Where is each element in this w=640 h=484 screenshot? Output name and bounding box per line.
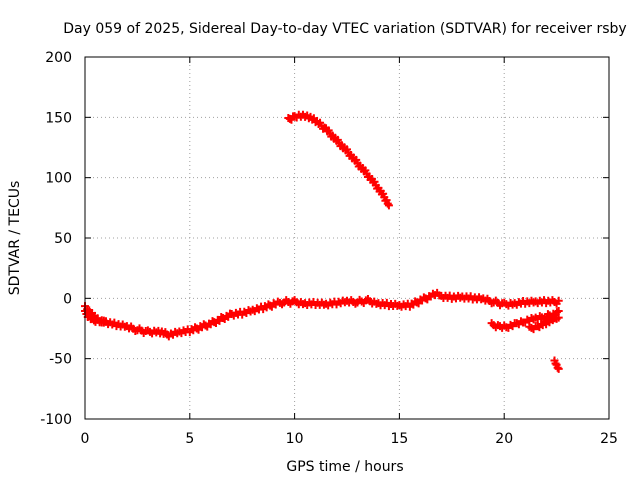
- series-arc-end: [550, 356, 563, 373]
- data-point: [101, 317, 110, 326]
- y-tick-label: -100: [40, 412, 72, 428]
- x-tick-label: 25: [600, 431, 618, 447]
- y-tick-label: -50: [49, 352, 72, 368]
- grid: [85, 57, 609, 419]
- data-point: [384, 201, 393, 210]
- data-point: [554, 296, 563, 305]
- data-point: [551, 359, 560, 368]
- axis-ticks: 0 5 10 15 20 25 -100 -50 0 50 100 150 200: [40, 50, 618, 447]
- data-point: [553, 363, 562, 372]
- chart-title: Day 059 of 2025, Sidereal Day-to-day VTE…: [63, 21, 626, 37]
- x-tick-label: 5: [185, 431, 194, 447]
- data-point: [554, 313, 563, 322]
- series-arc-high: [284, 110, 393, 210]
- plot-frame: [84, 56, 610, 420]
- series-arc-late-2: [525, 313, 563, 334]
- y-axis-label: SDTVAR / TECUs: [7, 181, 23, 296]
- data-point: [554, 364, 563, 373]
- y-tick-label: 100: [45, 171, 72, 187]
- data-points: [81, 110, 563, 373]
- x-tick-label: 10: [286, 431, 304, 447]
- x-axis-label: GPS time / hours: [286, 459, 403, 475]
- series-arc-main: [81, 288, 563, 341]
- y-tick-label: 0: [63, 291, 72, 307]
- x-tick-label: 0: [81, 431, 90, 447]
- y-tick-label: 50: [54, 231, 72, 247]
- x-tick-label: 20: [495, 431, 513, 447]
- x-tick-label: 15: [390, 431, 408, 447]
- y-tick-label: 150: [45, 110, 72, 126]
- y-tick-label: 200: [45, 50, 72, 66]
